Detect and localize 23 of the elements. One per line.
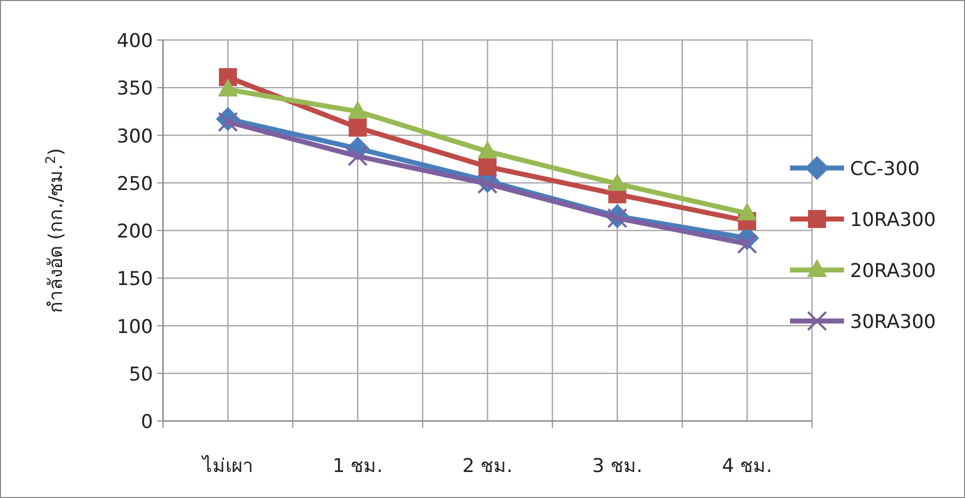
y-tick-label: 100 <box>116 316 153 338</box>
point <box>218 112 238 132</box>
x-tick-label: 2 ชม. <box>462 455 513 477</box>
legend-label: 30RA300 <box>850 311 936 333</box>
y-tick-label: 0 <box>140 411 153 433</box>
point <box>478 158 496 176</box>
legend-label: CC-300 <box>850 158 920 180</box>
y-tick-label: 200 <box>116 220 153 242</box>
point <box>218 68 237 86</box>
legend-label: 20RA300 <box>850 260 936 282</box>
legend-label: 10RA300 <box>850 209 936 231</box>
y-tick-label: 150 <box>116 268 153 290</box>
x-tick-label: ไม่เผา <box>200 455 254 477</box>
y-tick-label: 400 <box>116 30 153 52</box>
point <box>477 174 498 194</box>
point <box>348 118 367 137</box>
y-tick-label: 300 <box>116 125 153 148</box>
y-tick-label: 350 <box>116 78 153 100</box>
x-tick-label: 4 ชม. <box>722 455 772 477</box>
x-tick-label: 1 ชม. <box>332 455 383 477</box>
y-tick-label: 50 <box>128 363 153 386</box>
y-tick-label: 250 <box>116 172 153 195</box>
x-tick-label: 3 ชม. <box>592 455 642 477</box>
